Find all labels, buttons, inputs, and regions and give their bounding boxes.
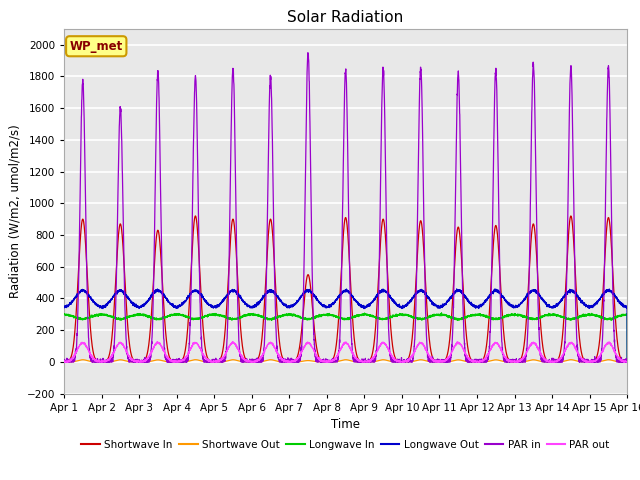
X-axis label: Time: Time [331,418,360,431]
Longwave Out [472,304,479,310]
PAR out [228,339,236,345]
PAR in [441,359,449,365]
Line: Longwave In: Longwave In [64,313,627,362]
Shortwave Out [161,359,169,364]
PAR in [60,358,68,364]
Shortwave Out [324,359,332,365]
Shortwave Out [504,359,511,365]
PAR out [60,359,68,364]
Y-axis label: Radiation (W/m2, umol/m2/s): Radiation (W/m2, umol/m2/s) [8,124,21,298]
PAR out [623,359,631,365]
Longwave In [438,310,445,316]
Shortwave Out [441,359,449,365]
PAR in [504,358,512,363]
Longwave Out [623,303,630,309]
Shortwave In [161,324,169,330]
Shortwave In [60,359,68,365]
Longwave Out [623,359,631,365]
Longwave Out [504,300,512,306]
PAR out [325,359,333,364]
PAR in [623,359,630,365]
Shortwave In [441,358,449,363]
Longwave In [441,312,449,318]
PAR in [623,359,631,365]
Shortwave Out [623,359,630,365]
Shortwave Out [623,359,631,365]
Legend: Shortwave In, Shortwave Out, Longwave In, Longwave Out, PAR in, PAR out: Shortwave In, Shortwave Out, Longwave In… [77,436,614,454]
Title: Solar Radiation: Solar Radiation [287,10,404,25]
PAR in [60,359,68,365]
PAR in [325,359,333,365]
Line: Shortwave In: Shortwave In [64,216,627,362]
Longwave Out [441,302,449,308]
Longwave In [623,359,631,365]
Text: WP_met: WP_met [70,40,123,53]
Line: PAR in: PAR in [64,53,627,362]
PAR out [441,358,449,364]
Shortwave In [623,359,631,365]
PAR out [60,359,68,365]
PAR out [161,350,169,356]
PAR out [623,359,630,364]
Shortwave In [504,355,511,361]
Longwave Out [60,304,68,310]
Line: Longwave Out: Longwave Out [64,289,627,362]
Longwave In [472,312,480,317]
Longwave In [161,315,169,321]
Shortwave In [623,359,630,365]
Longwave Out [324,304,332,310]
Longwave In [60,312,68,317]
Shortwave Out [472,359,479,365]
Line: Shortwave Out: Shortwave Out [64,360,627,362]
Longwave Out [491,286,499,292]
Longwave Out [161,294,169,300]
Longwave In [324,312,332,318]
Shortwave Out [60,359,68,365]
Longwave In [504,312,512,318]
PAR out [472,359,480,365]
Longwave In [623,312,630,318]
PAR out [504,358,512,363]
PAR in [304,50,312,56]
Shortwave In [472,359,479,365]
Shortwave In [324,359,332,365]
PAR in [472,356,480,362]
Shortwave In [567,213,575,219]
PAR in [161,355,169,361]
Line: PAR out: PAR out [64,342,627,362]
Shortwave Out [567,357,575,362]
